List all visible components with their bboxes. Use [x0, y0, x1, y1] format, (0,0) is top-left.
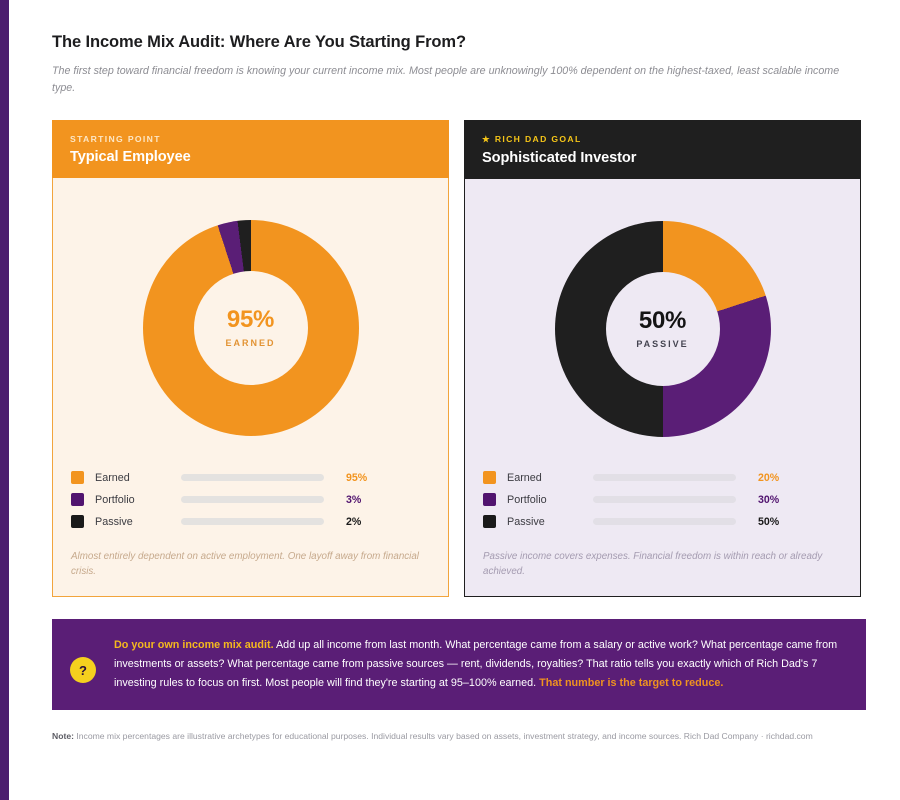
left-accent-band: [0, 0, 9, 800]
legend-row: Portfolio 3%: [71, 489, 430, 511]
card-title: Typical Employee: [70, 148, 191, 165]
legend-label: Passive: [95, 515, 133, 528]
card-body-typical-employee: 95% EARNED Earned 95% Portfolio: [52, 177, 449, 597]
card-header-typical-employee: STARTING POINT Typical Employee: [52, 119, 449, 178]
donut-ring: 95% EARNED: [142, 219, 359, 436]
legend-row: Passive 2%: [71, 511, 430, 533]
legend-percent: 20%: [758, 471, 780, 484]
donut-center-value: 95%: [226, 305, 275, 333]
legend-swatch-portfolio: [483, 493, 496, 507]
card-kicker-text: RICH DAD GOAL: [494, 133, 582, 144]
legend-bar-track: [593, 496, 736, 504]
question-mark-icon: ?: [70, 657, 96, 683]
callout-lead: Do your own income mix audit.: [114, 639, 274, 651]
callout-text: Do your own income mix audit. Add up all…: [114, 636, 844, 693]
legend-label: Portfolio: [507, 493, 547, 506]
donut-center-label: 95% EARNED: [193, 270, 308, 385]
legend-row: Portfolio 30%: [483, 489, 842, 511]
legend-row: Earned 95%: [71, 467, 430, 489]
legend-label: Passive: [507, 515, 545, 528]
callout-emphasis: That number is the target to reduce.: [539, 677, 724, 689]
page-title: The Income Mix Audit: Where Are You Star…: [52, 33, 466, 51]
disclaimer-note: Note: Income mix percentages are illustr…: [52, 729, 866, 744]
legend-bar-track: [181, 496, 324, 504]
action-callout: ? Do your own income mix audit. Add up a…: [52, 619, 866, 710]
legend-percent: 3%: [346, 493, 362, 506]
legend-percent: 50%: [758, 515, 780, 528]
donut-chart-sophisticated-investor: 50% PASSIVE: [483, 197, 842, 467]
comparison-cards: STARTING POINT Typical Employee 95% EARN…: [52, 119, 866, 597]
donut-center-caption: PASSIVE: [636, 338, 689, 349]
legend-swatch-earned: [71, 471, 84, 485]
card-typical-employee: STARTING POINT Typical Employee 95% EARN…: [52, 119, 449, 597]
legend-label: Earned: [507, 471, 542, 484]
donut-center-value: 50%: [638, 306, 687, 334]
disclaimer-text: Income mix percentages are illustrative …: [73, 731, 813, 741]
legend-percent: 95%: [346, 471, 368, 484]
legend-label: Earned: [95, 471, 130, 484]
disclaimer-label: Note:: [52, 731, 74, 741]
legend-bar-track: [181, 474, 324, 482]
legend-swatch-passive: [483, 515, 496, 529]
legend-swatch-passive: [71, 515, 84, 529]
legend-bar-track: [593, 474, 736, 482]
legend-percent: 2%: [346, 515, 362, 528]
star-icon: ★: [482, 133, 492, 144]
card-kicker: ★ RICH DAD GOAL: [482, 134, 843, 145]
legend-percent: 30%: [758, 493, 780, 506]
card-header-sophisticated-investor: ★ RICH DAD GOAL Sophisticated Investor: [464, 119, 861, 179]
legend-typical-employee: Earned 95% Portfolio 3% Passive: [71, 467, 430, 533]
card-kicker: STARTING POINT: [70, 133, 161, 144]
legend-swatch-portfolio: [71, 493, 84, 507]
legend-swatch-earned: [483, 471, 496, 485]
card-footnote: Passive income covers expenses. Financia…: [483, 550, 823, 578]
card-sophisticated-investor: ★ RICH DAD GOAL Sophisticated Investor 5…: [464, 119, 861, 597]
donut-ring: 50% PASSIVE: [554, 220, 771, 437]
callout-body: Add up all income from last month. What …: [114, 639, 838, 689]
legend-bar-track: [593, 518, 736, 526]
legend-row: Earned 20%: [483, 467, 842, 489]
card-title: Sophisticated Investor: [482, 149, 637, 166]
legend-label: Portfolio: [95, 493, 135, 506]
donut-center-label: 50% PASSIVE: [605, 271, 720, 386]
donut-chart-typical-employee: 95% EARNED: [71, 196, 430, 466]
legend-row: Passive 50%: [483, 511, 842, 533]
legend-sophisticated-investor: Earned 20% Portfolio 30% Passive: [483, 467, 842, 533]
donut-center-caption: EARNED: [225, 337, 276, 348]
legend-bar-track: [181, 518, 324, 526]
card-footnote: Almost entirely dependent on active empl…: [71, 550, 419, 578]
page-subtitle: The first step toward financial freedom …: [52, 65, 840, 95]
card-body-sophisticated-investor: 50% PASSIVE Earned 20% Portfolio: [464, 178, 861, 597]
